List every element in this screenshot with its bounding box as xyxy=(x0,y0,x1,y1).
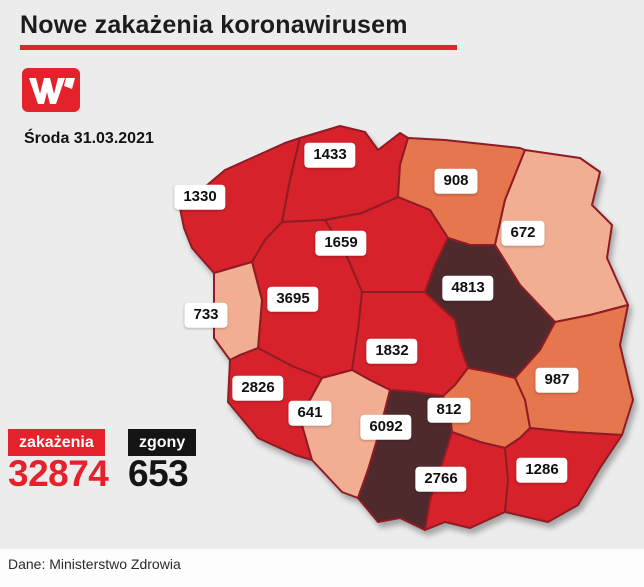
region-value-lubelskie: 987 xyxy=(535,367,579,393)
footer-bar: Dane: Ministerstwo Zdrowia xyxy=(0,549,644,587)
region-value-lubuskie: 733 xyxy=(184,302,228,328)
region-value-podkarpackie: 1286 xyxy=(516,457,568,483)
infections-total: 32874 xyxy=(8,453,109,494)
page-title: Nowe zakażenia koronawirusem xyxy=(20,11,408,39)
wp-logo-icon xyxy=(22,68,80,112)
region-value-swietokrzyskie: 812 xyxy=(427,397,471,423)
region-value-opolskie: 641 xyxy=(288,400,332,426)
region-value-slaskie: 6092 xyxy=(360,414,412,440)
region-value-zachodniopomorskie: 1330 xyxy=(174,184,226,210)
region-value-mazowieckie: 4813 xyxy=(442,275,494,301)
region-value-malopolskie: 2766 xyxy=(415,466,467,492)
wp-logo-svg xyxy=(22,68,80,112)
region-value-warminsko-mazurskie: 908 xyxy=(434,168,478,194)
region-value-kujawsko-pomorskie: 1659 xyxy=(315,230,367,256)
title-underline xyxy=(20,45,457,50)
deaths-total: 653 xyxy=(128,453,189,494)
date-label: Środa 31.03.2021 xyxy=(24,130,154,147)
region-value-dolnoslaskie: 2826 xyxy=(232,375,284,401)
deaths-badge: zgony xyxy=(128,429,197,457)
source-note: Dane: Ministerstwo Zdrowia xyxy=(8,556,181,572)
map-regions xyxy=(179,125,634,531)
region-value-lodzkie: 1832 xyxy=(366,338,418,364)
region-value-wielkopolskie: 3695 xyxy=(267,286,319,312)
region-value-pomorskie: 1433 xyxy=(304,142,356,168)
infections-badge: zakażenia xyxy=(8,429,105,457)
region-value-podlaskie: 672 xyxy=(501,220,545,246)
